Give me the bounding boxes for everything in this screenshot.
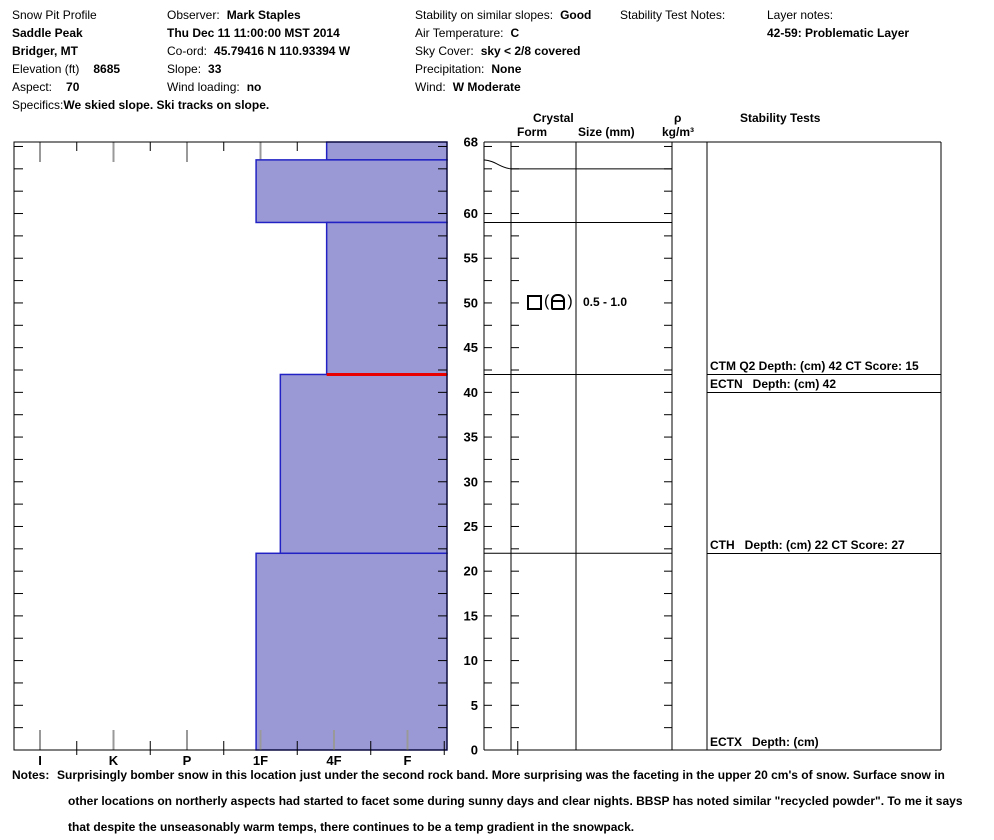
depth-label-40: 40 [464, 385, 478, 400]
form-header: Form [517, 125, 547, 139]
hardness-layer-bar-4 [255, 552, 448, 751]
stability-test-line-1 [707, 392, 941, 394]
hardness-layer-bar-2 [325, 221, 448, 376]
report-title: Snow Pit Profile [12, 8, 97, 22]
depth-label-20: 20 [464, 564, 478, 579]
density-header: ρ [674, 111, 682, 125]
depth-label-45: 45 [464, 340, 478, 355]
size-header: Size (mm) [578, 125, 635, 139]
depth-label-55: 55 [464, 251, 478, 266]
hardness-layer-bar-1 [255, 159, 448, 224]
air-temp-row: Air Temperature: C [415, 26, 520, 40]
density-units-header: kg/m³ [662, 125, 695, 139]
depth-label-0: 0 [471, 743, 478, 758]
depth-label-68: 68 [464, 135, 478, 150]
stability-test-label-1: ECTN Depth: (cm) 42 [710, 377, 837, 392]
hardness-label-F: F [404, 753, 412, 768]
specifics-row: Specifics:We skied slope. Ski tracks on … [12, 98, 270, 112]
depth-label-30: 30 [464, 474, 478, 489]
datetime-row: Thu Dec 11 11:00:00 MST 2014 [167, 26, 340, 40]
sky-cover-row: Sky Cover: sky < 2/8 covered [415, 44, 581, 58]
layer-leader-curve [483, 159, 512, 170]
notes-line-1: Surprisingly bomber snow in this locatio… [57, 768, 945, 782]
slope-row: Slope: 33 [167, 62, 222, 76]
stability-test-line-0 [707, 374, 941, 376]
open-paren: ( [544, 293, 550, 310]
site-region: Bridger, MT [12, 44, 79, 58]
stability-tests-header: Stability Tests [740, 111, 821, 125]
depth-label-10: 10 [464, 653, 478, 668]
stability-row: Stability on similar slopes: Good [415, 8, 592, 22]
crystal-form-symbols: ( ) [527, 293, 575, 311]
aspect-row: Aspect: 70 [12, 80, 80, 94]
wind-row: Wind: W Moderate [415, 80, 521, 94]
hardness-layer-bar-3 [279, 373, 448, 555]
stability-test-line-2 [707, 553, 941, 555]
hardness-label-4F: 4F [326, 753, 341, 768]
close-paren: ) [567, 293, 573, 310]
precipitation-row: Precipitation: None [415, 62, 522, 76]
wind-loading-row: Wind loading: no [167, 80, 262, 94]
stability-test-label-2: CTH Depth: (cm) 22 CT Score: 27 [710, 538, 905, 553]
depth-label-5: 5 [471, 698, 478, 713]
notes-label: Notes: [12, 768, 50, 782]
depth-label-60: 60 [464, 206, 478, 221]
hardness-label-1F: 1F [253, 753, 268, 768]
hardness-label-K: K [109, 753, 119, 768]
layer-notes-label: Layer notes: [767, 8, 834, 22]
hardness-label-I: I [38, 753, 42, 768]
hardness-label-P: P [183, 753, 192, 768]
faceted-crystal-icon [527, 294, 542, 310]
elevation-row: Elevation (ft) 8685 [12, 62, 121, 76]
site-name: Saddle Peak [12, 26, 83, 40]
hardness-layer-bar-0 [325, 141, 448, 161]
crystal-header: Crystal [533, 111, 574, 125]
notes-line-3: that despite the unseasonably warm temps… [68, 820, 635, 834]
coord-row: Co-ord: 45.79416 N 110.93394 W [167, 44, 351, 58]
observer-row: Observer: Mark Staples [167, 8, 301, 22]
notes-line-2: other locations on northerly aspects had… [68, 794, 963, 808]
depth-label-25: 25 [464, 519, 478, 534]
depth-label-15: 15 [464, 608, 478, 623]
rounding-facets-icon [551, 294, 566, 310]
layer-notes-value: 42-59: Problematic Layer [767, 26, 910, 40]
depth-label-35: 35 [464, 430, 478, 445]
stability-test-label-3: ECTX Depth: (cm) [710, 735, 819, 749]
main-chart-frame [13, 141, 448, 751]
stability-test-label-0: CTM Q2 Depth: (cm) 42 CT Score: 15 [710, 359, 919, 374]
grain-size-value: 0.5 - 1.0 [583, 295, 628, 309]
depth-label-50: 50 [464, 295, 478, 310]
stability-test-notes-label: Stability Test Notes: [620, 8, 726, 22]
